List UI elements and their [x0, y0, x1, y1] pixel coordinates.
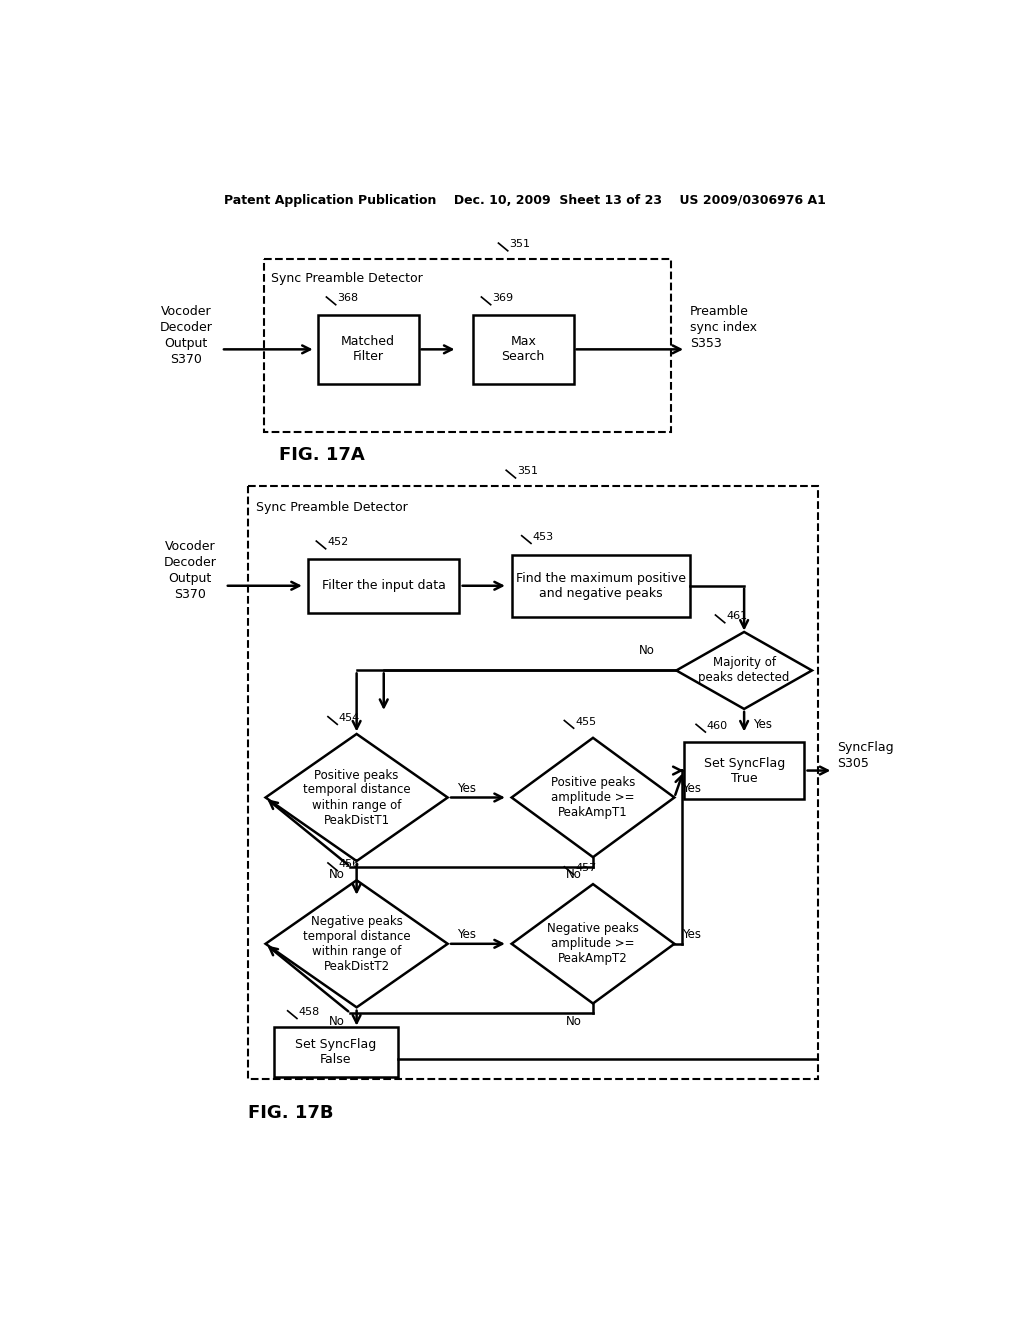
Bar — [248, 486, 818, 1078]
Text: No: No — [565, 1015, 582, 1028]
Text: Majority of
peaks detected: Majority of peaks detected — [698, 656, 790, 685]
Bar — [684, 742, 804, 800]
Text: 460: 460 — [707, 721, 728, 730]
Polygon shape — [512, 738, 675, 857]
Text: Sync Preamble Detector: Sync Preamble Detector — [256, 502, 408, 513]
Text: Yes: Yes — [682, 781, 701, 795]
Text: 456: 456 — [339, 859, 359, 869]
Bar — [317, 314, 419, 384]
Polygon shape — [265, 734, 447, 861]
Text: Yes: Yes — [458, 781, 476, 795]
Polygon shape — [676, 632, 812, 709]
Text: Vocoder
Decoder
Output
S370: Vocoder Decoder Output S370 — [164, 540, 216, 601]
Text: Vocoder
Decoder
Output
S370: Vocoder Decoder Output S370 — [160, 305, 213, 366]
Text: Preamble
sync index
S353: Preamble sync index S353 — [690, 305, 757, 350]
Text: 455: 455 — [575, 717, 596, 726]
Text: 369: 369 — [493, 293, 513, 304]
Text: 351: 351 — [517, 466, 538, 477]
Text: 454: 454 — [339, 713, 360, 723]
Text: Negative peaks
amplitude >=
PeakAmpT2: Negative peaks amplitude >= PeakAmpT2 — [547, 923, 639, 965]
Bar — [512, 554, 690, 616]
Text: No: No — [329, 1015, 345, 1028]
Bar — [263, 259, 671, 432]
Text: 351: 351 — [509, 239, 530, 249]
Polygon shape — [265, 880, 447, 1007]
Text: FIG. 17B: FIG. 17B — [248, 1105, 334, 1122]
Text: Negative peaks
temporal distance
within range of
PeakDistT2: Negative peaks temporal distance within … — [303, 915, 411, 973]
Text: 452: 452 — [328, 537, 348, 548]
Text: Filter the input data: Filter the input data — [322, 579, 445, 593]
Text: Find the maximum positive
and negative peaks: Find the maximum positive and negative p… — [516, 572, 686, 599]
Text: No: No — [329, 869, 345, 882]
Bar — [308, 558, 460, 612]
Text: Patent Application Publication    Dec. 10, 2009  Sheet 13 of 23    US 2009/03069: Patent Application Publication Dec. 10, … — [224, 194, 825, 207]
Text: Sync Preamble Detector: Sync Preamble Detector — [271, 272, 423, 285]
Text: 453: 453 — [532, 532, 554, 543]
Text: Max
Search: Max Search — [502, 335, 545, 363]
Text: No: No — [565, 869, 582, 882]
Text: Set SyncFlag
True: Set SyncFlag True — [703, 756, 784, 784]
Text: 457: 457 — [575, 863, 596, 873]
Text: 458: 458 — [299, 1007, 319, 1016]
Text: Positive peaks
amplitude >=
PeakAmpT1: Positive peaks amplitude >= PeakAmpT1 — [551, 776, 635, 818]
Text: Matched
Filter: Matched Filter — [341, 335, 395, 363]
Text: Set SyncFlag
False: Set SyncFlag False — [295, 1038, 377, 1065]
Bar — [473, 314, 573, 384]
Text: Yes: Yes — [458, 928, 476, 941]
Bar — [273, 1027, 397, 1077]
Polygon shape — [512, 884, 675, 1003]
Text: Positive peaks
temporal distance
within range of
PeakDistT1: Positive peaks temporal distance within … — [303, 768, 411, 826]
Text: Yes: Yes — [682, 928, 701, 941]
Text: 461: 461 — [726, 611, 748, 622]
Text: FIG. 17A: FIG. 17A — [280, 446, 365, 463]
Text: No: No — [639, 644, 655, 657]
Text: SyncFlag
S305: SyncFlag S305 — [838, 741, 894, 770]
Text: Yes: Yes — [754, 718, 772, 731]
Text: 368: 368 — [337, 293, 358, 304]
